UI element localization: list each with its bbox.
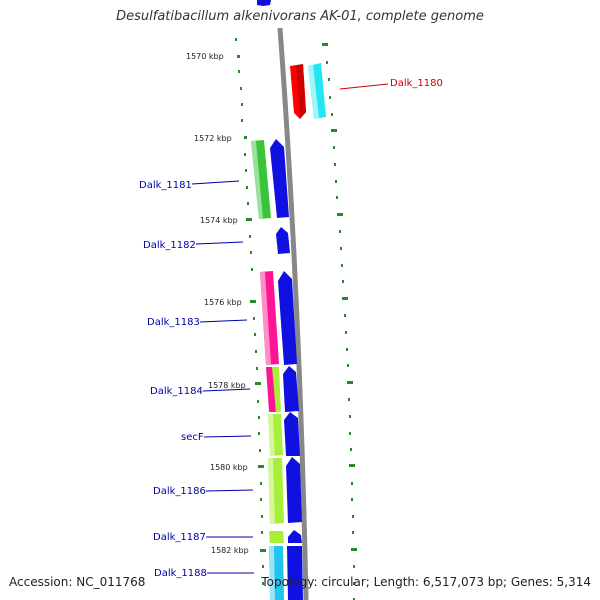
gene-feature-blue-1182[interactable]	[276, 227, 290, 254]
kbp-label-1576: 1576 kbp	[204, 298, 242, 307]
kbp-label-1572: 1572 kbp	[194, 134, 232, 143]
gene-feature-blue-1183[interactable]	[278, 271, 297, 365]
accession-text: Accession: NC_011768	[9, 575, 146, 589]
gene-feature-cyan-1180-shade	[308, 65, 319, 119]
tick-marks-inner	[235, 38, 266, 585]
gene-label-dalk-1188[interactable]: Dalk_1188	[154, 568, 207, 579]
gene-label-dalk-1180[interactable]: Dalk_1180	[390, 78, 443, 89]
leader-line-1184	[202, 388, 251, 392]
gene-feature-magenta-1183-shade	[260, 272, 271, 365]
gene-feature-blue-1188[interactable]	[287, 546, 303, 600]
kbp-label-1574: 1574 kbp	[200, 216, 238, 225]
gene-feature-skyblue-1188-shade	[269, 546, 275, 600]
gene-feature-blue-1187[interactable]	[288, 530, 302, 543]
kbp-label-1582: 1582 kbp	[211, 546, 249, 555]
gene-feature-red-1180-shade	[296, 64, 306, 119]
gene-label-dalk-1181[interactable]: Dalk_1181	[139, 180, 192, 191]
leader-line-1181	[191, 180, 240, 185]
gene-label-dalk-1186[interactable]: Dalk_1186	[153, 486, 206, 497]
gene-feature-blue-1184[interactable]	[283, 366, 299, 412]
gene-label-dalk-1187[interactable]: Dalk_1187	[153, 532, 206, 543]
gene-label-dalk-1182[interactable]: Dalk_1182	[143, 240, 196, 251]
kbp-label-1580: 1580 kbp	[210, 463, 248, 472]
topology-text: Topology: circular; Length: 6,517,073 bp…	[261, 575, 591, 589]
gene-feature-lime-1184[interactable]	[272, 367, 281, 412]
gene-feature-partial-top[interactable]	[257, 0, 271, 6]
leader-line-1186	[205, 489, 254, 492]
gene-label-secf[interactable]: secF	[181, 432, 204, 443]
gene-feature-green-1181-shade	[251, 141, 263, 219]
kbp-label-1570: 1570 kbp	[186, 52, 224, 61]
genome-backbone	[277, 27, 309, 600]
gene-feature-blue-1181[interactable]	[270, 139, 289, 218]
gene-label-dalk-1183[interactable]: Dalk_1183	[147, 317, 200, 328]
gene-feature-lime-secf-shade	[268, 414, 275, 456]
kbp-label-1578: 1578 kbp	[208, 381, 246, 390]
gene-label-dalk-1184[interactable]: Dalk_1184	[150, 386, 203, 397]
leader-line-1180	[339, 83, 389, 90]
leader-line-1183	[199, 319, 248, 323]
gene-feature-lime-1186-shade	[268, 458, 275, 524]
gene-feature-blue-secf[interactable]	[284, 412, 300, 456]
leader-line-secf	[203, 435, 252, 438]
map-title: Desulfatibacillum alkenivorans AK-01, co…	[116, 9, 484, 24]
gene-feature-blue-1186[interactable]	[286, 457, 302, 523]
gene-feature-lime-1187[interactable]	[269, 531, 284, 543]
tick-marks-outer	[322, 43, 357, 600]
leader-line-1182	[195, 241, 244, 245]
